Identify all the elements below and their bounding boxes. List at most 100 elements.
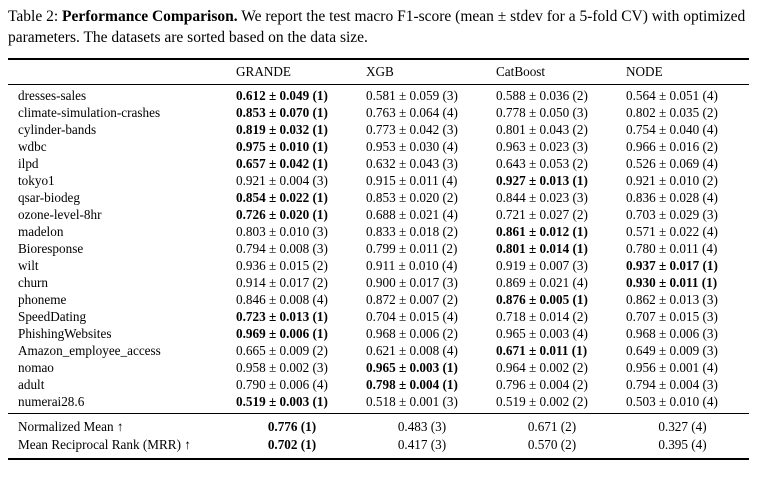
score-cell: 0.721 ± 0.027 (2) <box>496 206 588 222</box>
table-row: Bioresponse 0.794 ± 0.008 (3) 0.799 ± 0.01… <box>8 240 749 257</box>
score-cell: 0.930 ± 0.011 (1) <box>626 274 718 290</box>
score-cell: 0.796 ± 0.004 (2) <box>496 376 588 392</box>
dataset-name: ilpd <box>18 155 39 171</box>
score-cell: 0.503 ± 0.010 (4) <box>626 393 718 409</box>
score-cell: 0.968 ± 0.006 (3) <box>626 325 718 341</box>
score-cell: 0.869 ± 0.021 (4) <box>496 274 588 290</box>
dataset-name: churn <box>18 274 49 290</box>
dataset-name: cylinder-bands <box>18 121 97 137</box>
dataset-name: qsar-biodeg <box>18 189 80 205</box>
score-cell: 0.936 ± 0.015 (2) <box>236 257 328 273</box>
score-cell: 0.914 ± 0.017 (2) <box>236 274 328 290</box>
score-cell: 0.671 ± 0.011 (1) <box>496 342 588 358</box>
score-cell: 0.518 ± 0.001 (3) <box>366 393 458 409</box>
score-cell: 0.621 ± 0.008 (4) <box>366 342 458 358</box>
score-cell: 0.846 ± 0.008 (4) <box>236 291 328 307</box>
summary-row: Normalized Mean ↑ 0.776 (1) 0.483 (3) 0.671… <box>8 413 749 436</box>
dataset-name: phoneme <box>18 291 67 307</box>
table-row: tokyo1 0.921 ± 0.004 (3) 0.915 ± 0.011 (4)… <box>8 172 749 189</box>
score-cell: 0.688 ± 0.021 (4) <box>366 206 458 222</box>
summary-cell: 0.776 (1) <box>267 418 317 434</box>
score-cell: 0.862 ± 0.013 (3) <box>626 291 718 307</box>
summary-cell: 0.671 (2) <box>527 418 577 434</box>
score-cell: 0.964 ± 0.002 (2) <box>496 359 588 375</box>
dataset-name: adult <box>18 376 45 392</box>
score-cell: 0.965 ± 0.003 (4) <box>496 325 588 341</box>
summary-label: Normalized Mean ↑ <box>18 418 124 434</box>
summary-cell: 0.570 (2) <box>527 436 577 452</box>
caption-prefix: Table 2: <box>8 8 63 25</box>
score-cell: 0.937 ± 0.017 (1) <box>626 257 718 273</box>
dataset-name: nomao <box>18 359 54 375</box>
table-row: wilt 0.936 ± 0.015 (2) 0.911 ± 0.010 (4) 0.… <box>8 257 749 274</box>
dataset-name: ozone-level-8hr <box>18 206 102 222</box>
header-dataset <box>8 59 228 85</box>
caption-title: Performance Comparison. <box>62 8 238 25</box>
dataset-name: SpeedDating <box>18 308 87 324</box>
score-cell: 0.853 ± 0.020 (2) <box>366 189 458 205</box>
table-row: madelon 0.803 ± 0.010 (3) 0.833 ± 0.018 (2… <box>8 223 749 240</box>
header-grande: GRANDE <box>236 63 291 79</box>
caption-text: We report the test macro F1-score (mean … <box>8 8 746 46</box>
score-cell: 0.612 ± 0.049 (1) <box>236 87 328 103</box>
summary-cell: 0.483 (3) <box>397 418 447 434</box>
score-cell: 0.790 ± 0.006 (4) <box>236 376 328 392</box>
table-row: phoneme 0.846 ± 0.008 (4) 0.872 ± 0.007 (2… <box>8 291 749 308</box>
dataset-name: numerai28.6 <box>18 393 85 409</box>
summary-label: Mean Reciprocal Rank (MRR) ↑ <box>18 436 191 452</box>
performance-table: GRANDE XGB CatBoost NODE dresses-sales 0.… <box>8 57 749 460</box>
score-cell: 0.915 ± 0.011 (4) <box>366 172 458 188</box>
score-cell: 0.799 ± 0.011 (2) <box>366 240 458 256</box>
score-cell: 0.963 ± 0.023 (3) <box>496 138 588 154</box>
table-header: GRANDE XGB CatBoost NODE <box>8 59 749 85</box>
table-row: PhishingWebsites 0.969 ± 0.006 (1) 0.968 ±… <box>8 325 749 342</box>
score-cell: 0.718 ± 0.014 (2) <box>496 308 588 324</box>
table-row: cylinder-bands 0.819 ± 0.032 (1) 0.773 ± 0… <box>8 121 749 138</box>
score-cell: 0.723 ± 0.013 (1) <box>236 308 328 324</box>
header-catboost: CatBoost <box>496 63 546 79</box>
score-cell: 0.803 ± 0.010 (3) <box>236 223 328 239</box>
score-cell: 0.801 ± 0.014 (1) <box>496 240 588 256</box>
score-cell: 0.763 ± 0.064 (4) <box>366 104 458 120</box>
score-cell: 0.876 ± 0.005 (1) <box>496 291 588 307</box>
score-cell: 0.965 ± 0.003 (1) <box>366 359 458 375</box>
score-cell: 0.969 ± 0.006 (1) <box>236 325 328 341</box>
score-cell: 0.966 ± 0.016 (2) <box>626 138 718 154</box>
dataset-name: Bioresponse <box>18 240 84 256</box>
score-cell: 0.956 ± 0.001 (4) <box>626 359 718 375</box>
summary-row: Mean Reciprocal Rank (MRR) ↑ 0.702 (1) 0.4… <box>8 436 749 459</box>
score-cell: 0.665 ± 0.009 (2) <box>236 342 328 358</box>
score-cell: 0.953 ± 0.030 (4) <box>366 138 458 154</box>
score-cell: 0.861 ± 0.012 (1) <box>496 223 588 239</box>
score-cell: 0.854 ± 0.022 (1) <box>236 189 328 205</box>
score-cell: 0.927 ± 0.013 (1) <box>496 172 588 188</box>
table-row: wdbc 0.975 ± 0.010 (1) 0.953 ± 0.030 (4) 0.… <box>8 138 749 155</box>
score-cell: 0.643 ± 0.053 (2) <box>496 155 588 171</box>
table-footer: Normalized Mean ↑ 0.776 (1) 0.483 (3) 0.671… <box>8 413 749 459</box>
table-row: Amazon_employee_access 0.665 ± 0.009 (2) 0… <box>8 342 749 359</box>
score-cell: 0.958 ± 0.002 (3) <box>236 359 328 375</box>
dataset-name: PhishingWebsites <box>18 325 112 341</box>
summary-cell: 0.702 (1) <box>267 436 317 452</box>
dataset-name: Amazon_employee_access <box>18 342 161 358</box>
score-cell: 0.794 ± 0.004 (3) <box>626 376 718 392</box>
score-cell: 0.801 ± 0.043 (2) <box>496 121 588 137</box>
dataset-name: climate-simulation-crashes <box>18 104 161 120</box>
score-cell: 0.819 ± 0.032 (1) <box>236 121 328 137</box>
score-cell: 0.649 ± 0.009 (3) <box>626 342 718 358</box>
score-cell: 0.794 ± 0.008 (3) <box>236 240 328 256</box>
score-cell: 0.519 ± 0.002 (2) <box>496 393 588 409</box>
table-row: SpeedDating 0.723 ± 0.013 (1) 0.704 ± 0.01… <box>8 308 749 325</box>
score-cell: 0.707 ± 0.015 (3) <box>626 308 718 324</box>
table-row: adult 0.790 ± 0.006 (4) 0.798 ± 0.004 (1) 0… <box>8 376 749 393</box>
score-cell: 0.564 ± 0.051 (4) <box>626 87 718 103</box>
table-row: ozone-level-8hr 0.726 ± 0.020 (1) 0.688 ± … <box>8 206 749 223</box>
score-cell: 0.798 ± 0.004 (1) <box>366 376 458 392</box>
dataset-name: madelon <box>18 223 64 239</box>
score-cell: 0.968 ± 0.006 (2) <box>366 325 458 341</box>
dataset-name: wilt <box>18 257 39 273</box>
score-cell: 0.703 ± 0.029 (3) <box>626 206 718 222</box>
dataset-name: dresses-sales <box>18 87 87 103</box>
score-cell: 0.921 ± 0.004 (3) <box>236 172 328 188</box>
score-cell: 0.833 ± 0.018 (2) <box>366 223 458 239</box>
